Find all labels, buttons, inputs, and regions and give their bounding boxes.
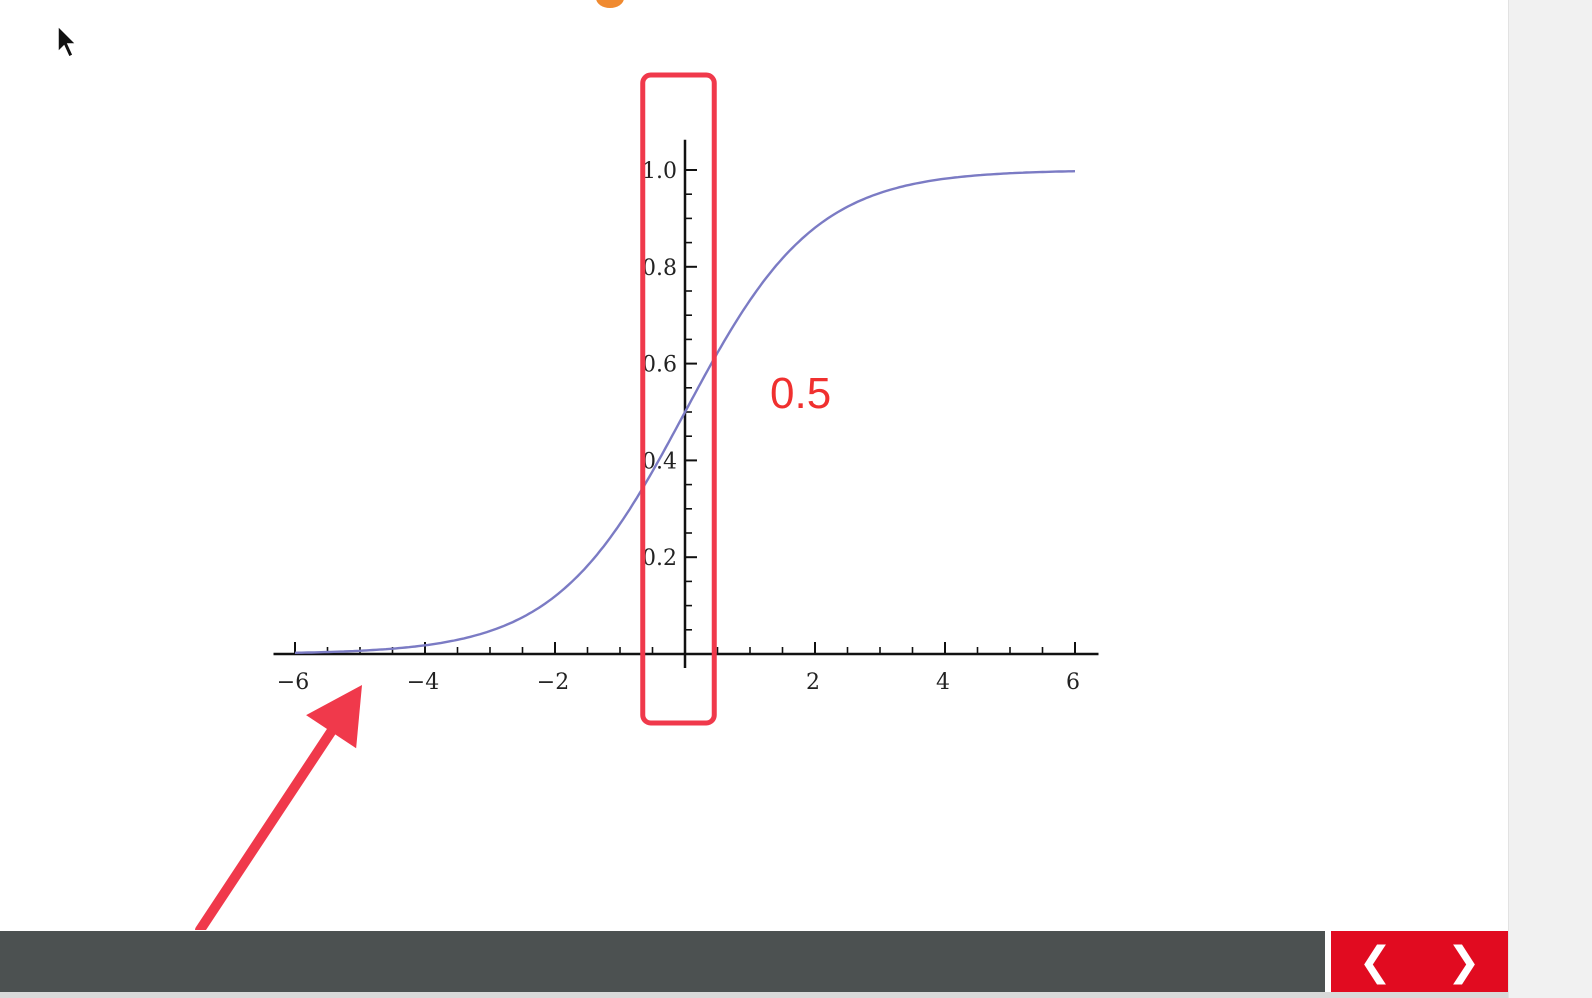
chevron-left-icon: ❮ — [1358, 938, 1392, 985]
y-tick-label: 1.0 — [642, 159, 677, 184]
chevron-right-icon: ❯ — [1446, 938, 1481, 985]
previous-slide-button[interactable]: ❮ — [1345, 937, 1405, 987]
y-tick-label: 0.2 — [642, 546, 677, 571]
footer-bar — [0, 931, 1325, 992]
right-side-panel — [1508, 0, 1592, 998]
x-tick-label: −6 — [277, 670, 309, 695]
x-tick-label: −2 — [537, 670, 569, 695]
highlight-box — [640, 72, 717, 726]
x-tick-label: −4 — [407, 670, 439, 695]
y-tick-label: 0.4 — [642, 449, 677, 474]
x-tick-label: 4 — [936, 670, 950, 695]
arrow-head — [306, 685, 362, 749]
mouse-pointer-icon — [57, 24, 78, 59]
arrow-annotation — [195, 685, 362, 930]
sigmoid-chart: −6 −4 −2 2 4 6 0.2 0.4 0.6 0.8 1.0 — [195, 72, 1099, 930]
next-slide-button[interactable]: ❯ — [1434, 937, 1494, 987]
y-tick-label: 0.6 — [642, 353, 677, 378]
slide-navigation: ❮ ❯ — [1331, 931, 1508, 992]
annotation-value-label: 0.5 — [770, 369, 832, 418]
x-tick-label: 2 — [806, 670, 820, 695]
y-axis: 0.2 0.4 0.6 0.8 1.0 — [642, 139, 697, 668]
arrow-shaft — [195, 713, 345, 930]
sigmoid-curve — [294, 170, 1076, 654]
presentation-slide: −6 −4 −2 2 4 6 0.2 0.4 0.6 0.8 1.0 0.5 ❮ ❯ — [0, 0, 1508, 998]
window-bottom-edge — [0, 992, 1508, 998]
x-tick-label: 6 — [1066, 670, 1080, 695]
orange-marker — [596, 0, 624, 8]
y-tick-label: 0.8 — [642, 256, 677, 281]
